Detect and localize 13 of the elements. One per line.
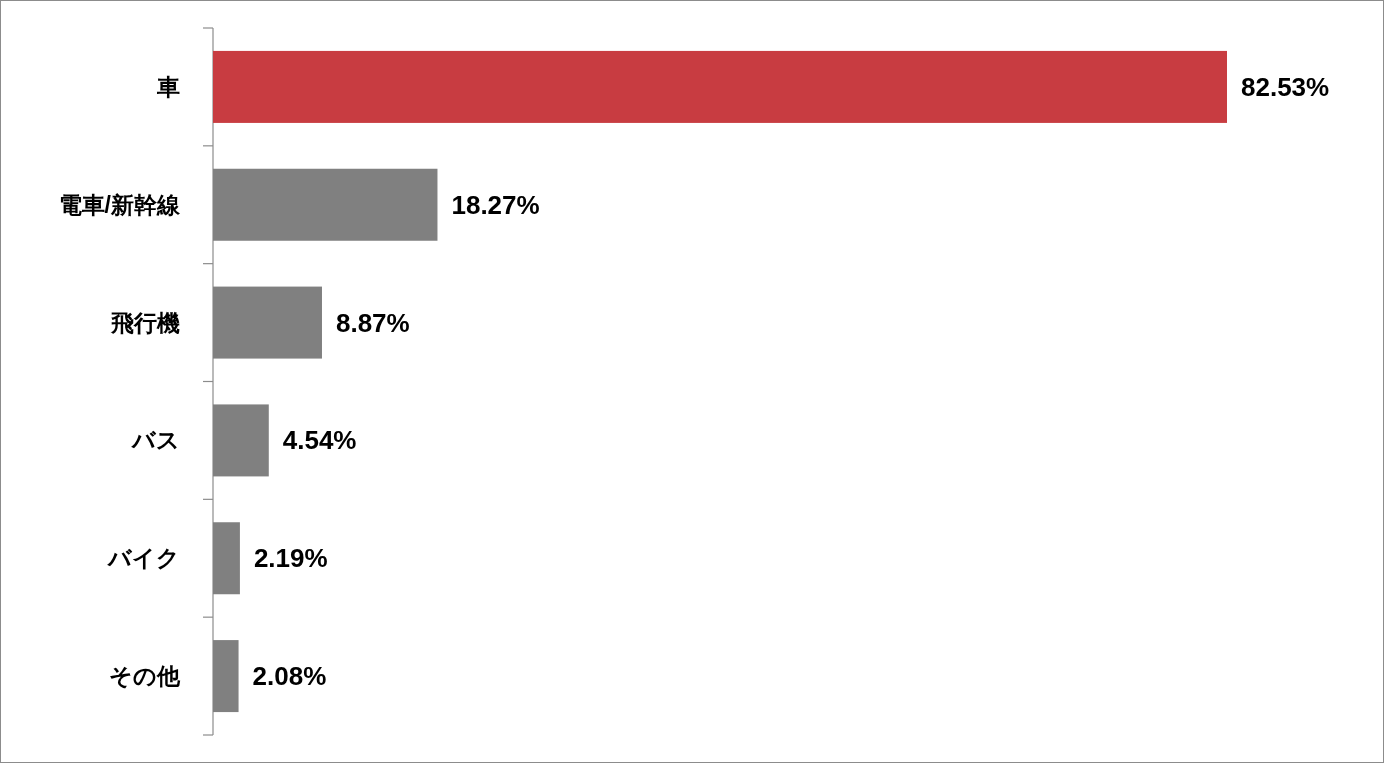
data-label: 82.53% <box>1241 71 1330 102</box>
data-label: 18.27% <box>451 189 540 220</box>
y-tick-label: 飛行機 <box>110 309 180 336</box>
data-label: 2.19% <box>253 543 328 574</box>
y-tick-label: バス <box>130 427 180 454</box>
data-label: 4.54% <box>282 425 357 456</box>
y-tick-label: その他 <box>109 663 181 690</box>
y-tick-label: 車 <box>156 73 180 100</box>
bar <box>213 50 1227 123</box>
y-tick-label: バイク <box>106 545 180 572</box>
y-tick-label: 電車/新幹線 <box>58 191 181 218</box>
data-label: 2.08% <box>252 661 327 692</box>
data-label: 8.87% <box>335 307 410 338</box>
